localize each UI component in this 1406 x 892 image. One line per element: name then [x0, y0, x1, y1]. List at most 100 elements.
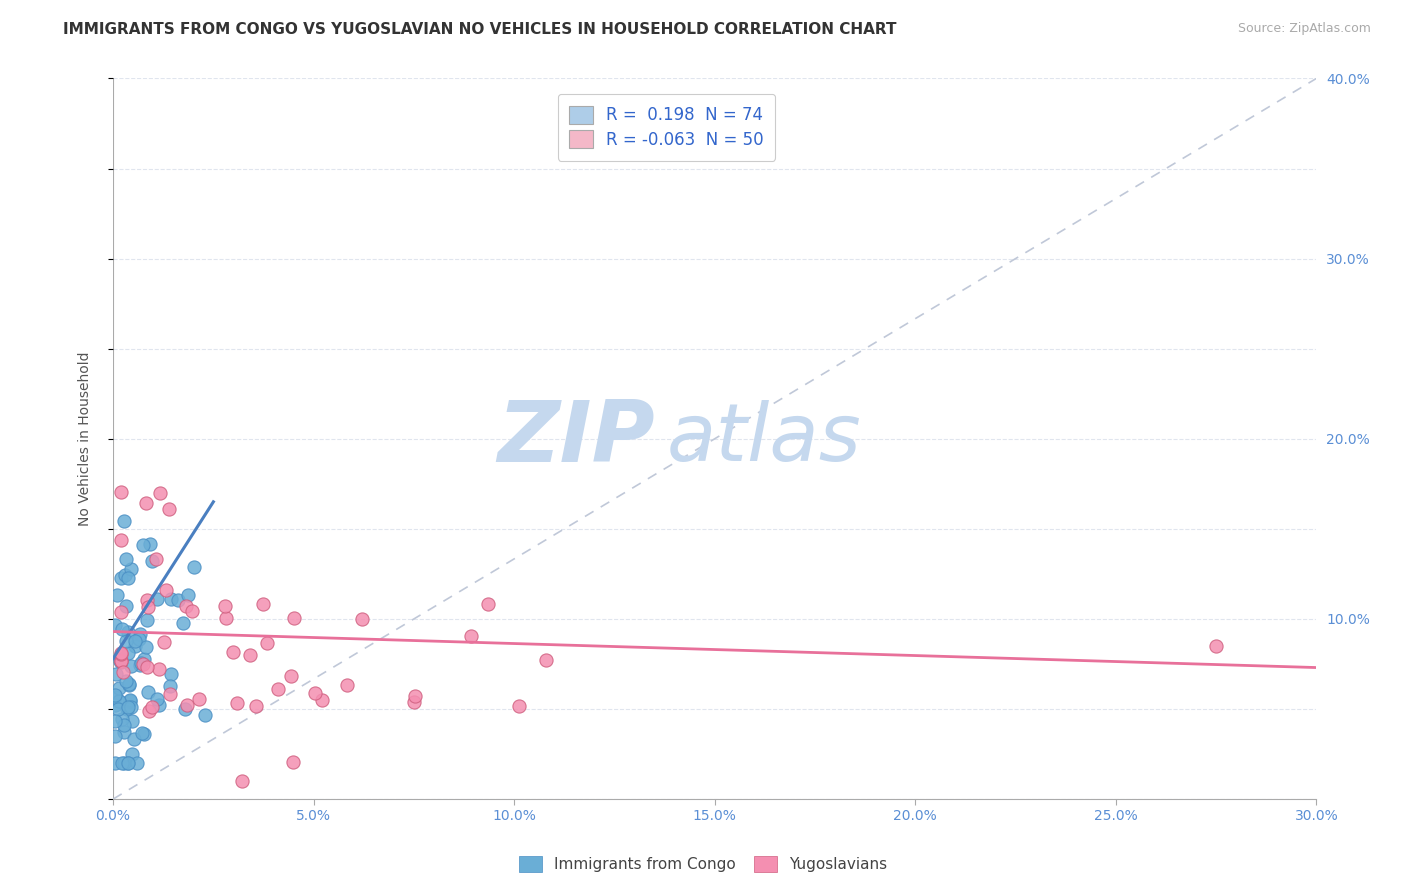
Point: [124, 634, 146, 648]
Point: [118, 678, 141, 692]
Point: [108, 694, 131, 708]
Point: [402, 695, 425, 709]
Point: [280, 668, 302, 682]
Point: [194, 708, 217, 723]
Point: [111, 756, 134, 770]
Point: [104, 618, 127, 632]
Point: [104, 690, 127, 704]
Point: [404, 689, 426, 703]
Point: [215, 611, 238, 625]
Text: atlas: atlas: [666, 400, 862, 478]
Point: [107, 701, 129, 715]
Point: [177, 588, 200, 602]
Point: [110, 646, 132, 660]
Point: [115, 634, 138, 648]
Point: [108, 654, 131, 668]
Point: [111, 665, 134, 680]
Point: [135, 640, 157, 655]
Point: [534, 653, 557, 667]
Point: [124, 639, 146, 653]
Point: [121, 747, 143, 761]
Point: [111, 712, 134, 726]
Point: [141, 700, 163, 714]
Point: [174, 702, 197, 716]
Point: [117, 571, 139, 585]
Point: [239, 648, 262, 662]
Point: [174, 599, 197, 614]
Point: [336, 678, 359, 692]
Point: [508, 699, 530, 714]
Point: [114, 567, 136, 582]
Text: ZIP: ZIP: [496, 397, 655, 480]
Point: [136, 599, 159, 614]
Point: [129, 657, 152, 672]
Point: [135, 593, 157, 607]
Point: [146, 591, 169, 606]
Point: [157, 501, 180, 516]
Point: [159, 666, 181, 681]
Point: [115, 599, 138, 613]
Point: [121, 714, 143, 728]
Point: [138, 537, 160, 551]
Point: [115, 551, 138, 566]
Point: [110, 605, 132, 619]
Point: [110, 533, 132, 548]
Point: [104, 698, 127, 712]
Point: [159, 687, 181, 701]
Point: [112, 514, 135, 528]
Point: [118, 677, 141, 691]
Point: [352, 612, 374, 626]
Point: [115, 673, 138, 688]
Point: [112, 756, 135, 770]
Text: Source: ZipAtlas.com: Source: ZipAtlas.com: [1237, 22, 1371, 36]
Point: [107, 681, 129, 695]
Point: [108, 694, 131, 708]
Text: IMMIGRANTS FROM CONGO VS YUGOSLAVIAN NO VEHICLES IN HOUSEHOLD CORRELATION CHART: IMMIGRANTS FROM CONGO VS YUGOSLAVIAN NO …: [63, 22, 897, 37]
Point: [104, 729, 127, 743]
Point: [128, 626, 150, 640]
Point: [105, 666, 128, 681]
Point: [145, 551, 167, 566]
Point: [304, 686, 326, 700]
Point: [117, 646, 139, 660]
Point: [252, 597, 274, 611]
Point: [149, 486, 172, 500]
Point: [110, 571, 132, 585]
Point: [148, 698, 170, 712]
Point: [256, 636, 278, 650]
Point: [231, 774, 253, 789]
Point: [131, 657, 153, 671]
Point: [1205, 639, 1227, 653]
Point: [110, 655, 132, 669]
Point: [477, 597, 499, 611]
Point: [138, 704, 160, 718]
Point: [172, 616, 194, 631]
Point: [120, 562, 142, 576]
Point: [105, 588, 128, 602]
Point: [146, 691, 169, 706]
Point: [281, 755, 304, 769]
Point: [128, 632, 150, 646]
Point: [104, 756, 127, 770]
Point: [117, 699, 139, 714]
Point: [122, 732, 145, 747]
Point: [132, 727, 155, 741]
Point: [112, 717, 135, 731]
Point: [166, 593, 188, 607]
Point: [104, 714, 127, 728]
Point: [117, 625, 139, 640]
Point: [131, 725, 153, 739]
Point: [155, 583, 177, 598]
Point: [221, 645, 243, 659]
Point: [118, 694, 141, 708]
Point: [110, 652, 132, 666]
Point: [136, 660, 159, 674]
Point: [225, 696, 247, 710]
Point: [118, 693, 141, 707]
Point: [117, 756, 139, 770]
Point: [104, 688, 127, 702]
Point: [127, 756, 149, 770]
Point: [135, 613, 157, 627]
Point: [160, 592, 183, 607]
Point: [214, 599, 236, 614]
